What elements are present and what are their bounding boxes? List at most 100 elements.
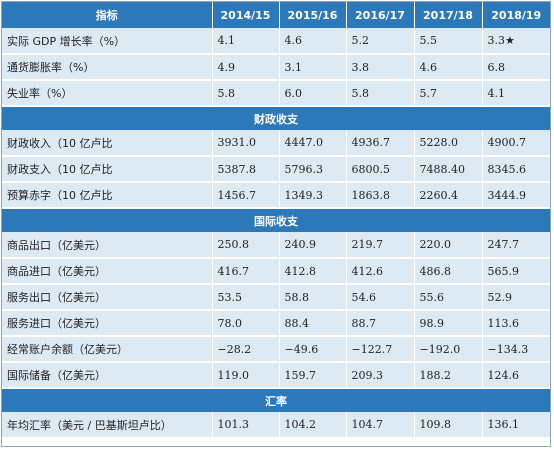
cell-value: 3.1	[279, 54, 347, 81]
cell-value: 101.3	[212, 412, 280, 439]
table-row: 失业率（%） 5.8 6.0 5.8 5.7 4.1	[2, 80, 550, 107]
cell-value: 52.9	[482, 284, 550, 311]
cell-value: 113.6	[482, 310, 550, 337]
cell-value: 1349.3	[279, 182, 347, 209]
section-title: 汇率	[2, 388, 550, 412]
cell-value: 159.7	[279, 362, 347, 389]
cell-value: 58.8	[279, 284, 347, 311]
row-label: 经常账户余额（亿美元）	[2, 336, 213, 363]
section-title: 国际收支	[2, 208, 550, 232]
row-label: 服务出口（亿美元）	[2, 284, 213, 311]
row-label: 财政支入（10 亿卢比	[2, 156, 213, 183]
row-label: 通货膨胀率（%）	[2, 54, 213, 81]
cell-value: 3.8	[346, 54, 415, 81]
cell-value: 5.5	[414, 28, 483, 55]
row-label: 商品进口（亿美元）	[2, 258, 213, 285]
header-indicator: 指标	[2, 2, 213, 28]
cell-value: 78.0	[212, 310, 280, 337]
cell-value: 3.3★	[482, 28, 550, 55]
section-title: 财政收支	[2, 106, 550, 130]
cell-value: 188.2	[414, 362, 483, 389]
cell-value: 416.7	[212, 258, 280, 285]
cell-value: 5.7	[414, 80, 483, 107]
cell-value: 412.6	[346, 258, 415, 285]
cell-value: 54.6	[346, 284, 415, 311]
cell-value: 4.6	[414, 54, 483, 81]
table-row: 商品进口（亿美元） 416.7 412.8 412.6 486.8 565.9	[2, 258, 550, 285]
cell-value: 6.8	[482, 54, 550, 81]
cell-value: 6800.5	[346, 156, 415, 183]
cell-value: 219.7	[346, 232, 415, 259]
row-label: 失业率（%）	[2, 80, 213, 107]
table-row: 国际储备（亿美元） 119.0 159.7 209.3 188.2 124.6	[2, 362, 550, 389]
cell-value: 119.0	[212, 362, 280, 389]
cell-value: 4447.0	[279, 130, 347, 157]
cell-value: 486.8	[414, 258, 483, 285]
row-label: 实际 GDP 增长率（%）	[2, 28, 213, 55]
cell-value: 3444.9	[482, 182, 550, 209]
cell-value: 104.2	[279, 412, 347, 439]
cell-value: 4.1	[212, 28, 280, 55]
cell-value: −122.7	[346, 336, 415, 363]
table-row: 服务进口（亿美元） 78.0 88.4 88.7 98.9 113.6	[2, 310, 550, 337]
table-row: 通货膨胀率（%） 4.9 3.1 3.8 4.6 6.8	[2, 54, 550, 81]
cell-value: 5796.3	[279, 156, 347, 183]
header-year: 2018/19	[482, 2, 550, 28]
cell-value: 1863.8	[346, 182, 415, 209]
row-label: 商品出口（亿美元）	[2, 232, 213, 259]
cell-value: 104.7	[346, 412, 415, 439]
cell-value: 3931.0	[212, 130, 280, 157]
table-row: 商品出口（亿美元） 250.8 240.9 219.7 220.0 247.7	[2, 232, 550, 259]
table-row: 实际 GDP 增长率（%） 4.1 4.6 5.2 5.5 3.3★	[2, 28, 550, 55]
cell-value: 4.9	[212, 54, 280, 81]
cell-value: 250.8	[212, 232, 280, 259]
cell-value: −192.0	[414, 336, 483, 363]
table-header-row: 指标 2014/15 2015/16 2016/17 2017/18 2018/…	[2, 2, 550, 28]
row-label: 财政收入（10 亿卢比	[2, 130, 213, 157]
table-row: 服务出口（亿美元） 53.5 58.8 54.6 55.6 52.9	[2, 284, 550, 311]
cell-value: 55.6	[414, 284, 483, 311]
cell-value: 109.8	[414, 412, 483, 439]
economic-indicators-table: 指标 2014/15 2015/16 2016/17 2017/18 2018/…	[2, 2, 550, 439]
cell-value: 247.7	[482, 232, 550, 259]
header-year: 2015/16	[279, 2, 347, 28]
cell-value: −134.3	[482, 336, 550, 363]
cell-value: 5.8	[346, 80, 415, 107]
cell-value: 209.3	[346, 362, 415, 389]
cell-value: 5.8	[212, 80, 280, 107]
cell-value: 2260.4	[414, 182, 483, 209]
cell-value: 565.9	[482, 258, 550, 285]
cell-value: 5228.0	[414, 130, 483, 157]
cell-value: 220.0	[414, 232, 483, 259]
table-row: 财政支入（10 亿卢比 5387.8 5796.3 6800.5 7488.40…	[2, 156, 550, 183]
section-header-international: 国际收支	[2, 208, 550, 232]
cell-value: 88.7	[346, 310, 415, 337]
row-label: 国际储备（亿美元）	[2, 362, 213, 389]
cell-value: 4.6	[279, 28, 347, 55]
cell-value: 4.1	[482, 80, 550, 107]
cell-value: 240.9	[279, 232, 347, 259]
cell-value: 5.2	[346, 28, 415, 55]
cell-value: 136.1	[482, 412, 550, 439]
cell-value: 6.0	[279, 80, 347, 107]
table-row: 年均汇率（美元 / 巴基斯坦卢比） 101.3 104.2 104.7 109.…	[2, 412, 550, 439]
cell-value: 1456.7	[212, 182, 280, 209]
table-row: 经常账户余额（亿美元） −28.2 −49.6 −122.7 −192.0 −1…	[2, 336, 550, 363]
cell-value: 4900.7	[482, 130, 550, 157]
cell-value: 124.6	[482, 362, 550, 389]
section-header-exchange: 汇率	[2, 388, 550, 412]
cell-value: −28.2	[212, 336, 280, 363]
section-header-fiscal: 财政收支	[2, 106, 550, 130]
cell-value: 53.5	[212, 284, 280, 311]
cell-value: 412.8	[279, 258, 347, 285]
cell-value: 88.4	[279, 310, 347, 337]
header-year: 2017/18	[414, 2, 483, 28]
header-year: 2014/15	[212, 2, 280, 28]
header-year: 2016/17	[346, 2, 415, 28]
row-label: 年均汇率（美元 / 巴基斯坦卢比）	[2, 412, 213, 439]
cell-value: −49.6	[279, 336, 347, 363]
table-row: 财政收入（10 亿卢比 3931.0 4447.0 4936.7 5228.0 …	[2, 130, 550, 157]
cell-value: 5387.8	[212, 156, 280, 183]
cell-value: 98.9	[414, 310, 483, 337]
